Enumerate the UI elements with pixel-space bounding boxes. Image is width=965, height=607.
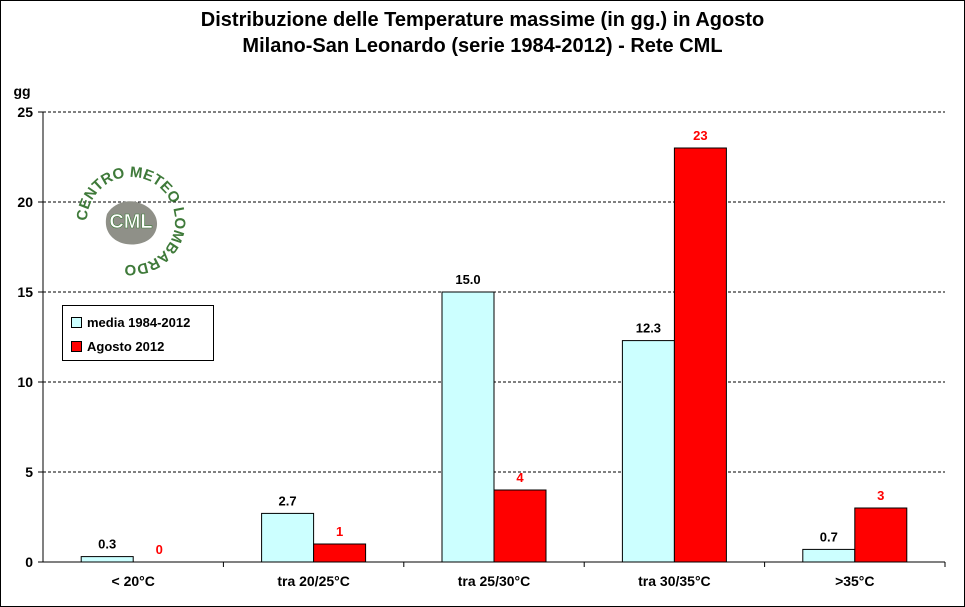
y-tick-label: 25 [17,104,33,120]
data-label: 3 [877,488,884,503]
legend-swatch-agosto [71,341,82,353]
y-tick-label: 10 [17,374,33,390]
bar-media [621,340,675,563]
cml-logo: CENTRO METEO LOMBARDO CML [74,164,188,278]
data-label: 0 [156,542,163,557]
data-label: 0.7 [820,529,838,544]
bar-agosto [313,543,367,563]
legend-item-media: media 1984-2012 [71,315,190,331]
chart-title-line-1: Distribuzione delle Temperature massime … [200,9,765,31]
bar-agosto [854,507,908,563]
data-label: 0.3 [98,537,116,552]
y-axis-label: gg [13,83,30,99]
bar-agosto [673,147,727,563]
y-tick-label: 15 [17,284,33,300]
bar-agosto [493,489,547,563]
chart-title-line-2: Milano-San Leonardo (serie 1984-2012) - … [242,35,723,57]
bar-media [261,512,315,563]
bar-media [441,291,495,563]
legend-swatch-media [71,317,82,329]
data-label: 4 [516,470,524,485]
x-tick-label: tra 20/25°C [277,573,350,589]
data-label: 2.7 [279,493,297,508]
y-tick-label: 0 [25,554,33,570]
x-tick-label: < 20°C [112,573,155,589]
x-tick-label: tra 25/30°C [458,573,531,589]
logo-center-text: CML [109,211,152,233]
y-tick-label: 5 [25,464,33,480]
x-tick-label: >35°C [835,573,874,589]
legend-item-agosto: Agosto 2012 [71,339,164,355]
legend: media 1984-2012 Agosto 2012 [62,305,214,361]
x-tick-label: tra 30/35°C [638,573,711,589]
legend-label-media: media 1984-2012 [87,315,191,330]
data-label: 23 [693,128,707,143]
bar-media [802,548,856,563]
data-label: 12.3 [636,321,661,336]
legend-label-agosto: Agosto 2012 [87,339,165,354]
bar-media [80,556,134,563]
data-label: 15.0 [455,272,480,287]
data-label: 1 [336,524,343,539]
y-tick-label: 20 [17,194,33,210]
